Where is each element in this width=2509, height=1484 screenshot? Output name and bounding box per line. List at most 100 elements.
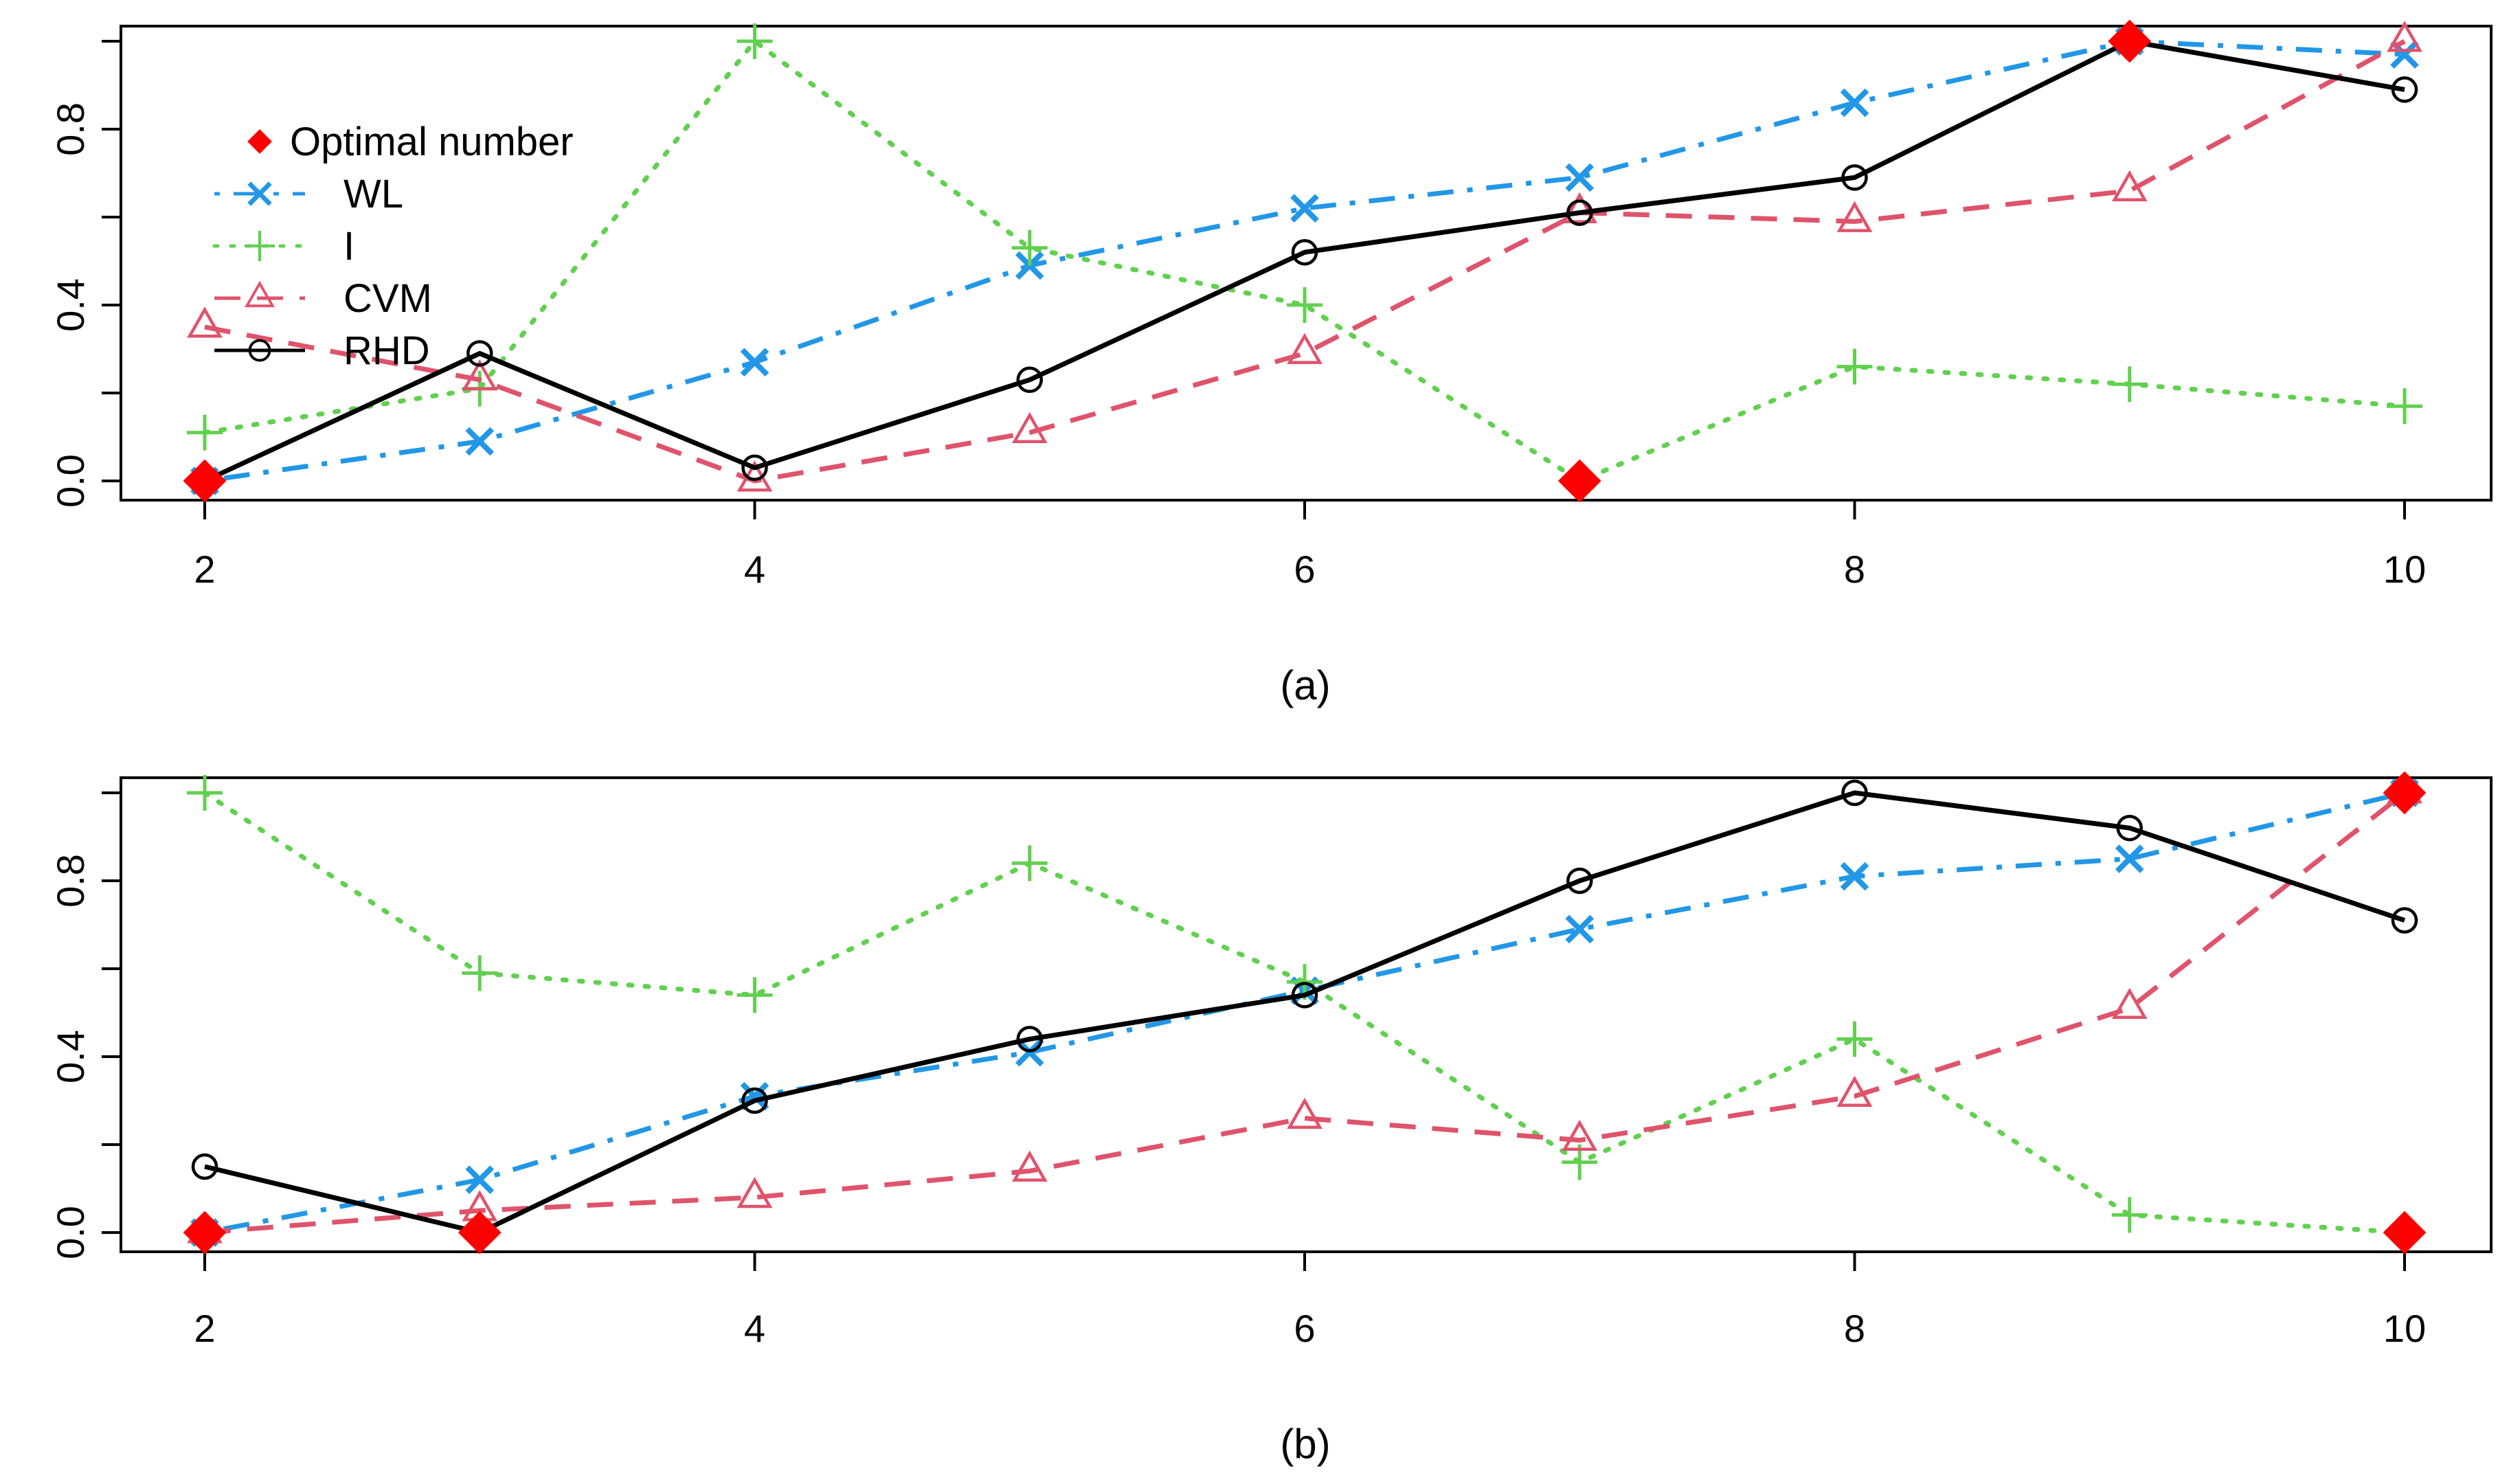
chart-panel-2: 2 4 6 8 10 0.0 0.4 0.8 (b) (49, 771, 2493, 1467)
optimal-point (2383, 1211, 2427, 1255)
data-point-rhd (2391, 907, 2418, 934)
series-line-cvm (204, 791, 2407, 1235)
data-point-cvm (1562, 192, 1598, 224)
series-cvm (187, 772, 2422, 1244)
data-point-i (187, 414, 223, 451)
data-point-i (736, 977, 773, 1013)
y-tick-label: 0.8 (49, 102, 92, 156)
data-point-wl (465, 427, 495, 456)
data-point-cvm (187, 306, 223, 338)
data-point-wl (1840, 88, 1869, 117)
data-point-i (2111, 1197, 2148, 1233)
series-line-cvm (204, 38, 2406, 484)
x-tick-label: 8 (1844, 1307, 1865, 1350)
data-point-i (1287, 287, 1323, 323)
legend-label: Optimal number (290, 120, 574, 164)
data-point-cvm (2387, 21, 2422, 52)
data-point-wl (1565, 914, 1595, 944)
optimal-point (183, 459, 227, 503)
data-point-rhd (741, 454, 768, 482)
data-point-rhd (2391, 76, 2418, 103)
data-point-cvm (2111, 170, 2148, 202)
series-line-wl (204, 790, 2405, 1235)
series-line-wl (204, 38, 2405, 484)
legend-label: I (344, 224, 355, 269)
legend-label: CVM (344, 276, 432, 321)
data-point-wl (1565, 163, 1595, 192)
data-point-rhd (1016, 366, 1043, 394)
data-point-i (1011, 229, 1048, 266)
data-point-wl (1840, 862, 1869, 891)
y-tick-label: 0.8 (49, 854, 92, 908)
optimal-point (1557, 459, 1601, 503)
series-rhd (191, 779, 2418, 1246)
data-point-cvm (1562, 1119, 1598, 1151)
data-point-i (462, 955, 498, 991)
optimal-points (183, 771, 2427, 1255)
data-point-rhd (1566, 867, 1593, 895)
legend-label: WL (344, 172, 403, 216)
data-point-rhd (1016, 1026, 1043, 1053)
data-point-cvm (1836, 1075, 1873, 1108)
series-rhd (191, 27, 2418, 495)
legend-marker (245, 280, 275, 308)
y-tick-label: 0.0 (49, 1206, 92, 1259)
series-line-rhd (204, 790, 2406, 1235)
data-point-cvm (1836, 201, 1873, 232)
legend: Optimal number WL I CVM RHD (212, 120, 574, 373)
data-point-cvm (736, 1176, 773, 1208)
y-tick-label: 0.4 (49, 278, 92, 332)
y-tick-label: 0.0 (49, 454, 92, 508)
data-point-i (187, 775, 223, 811)
data-point-rhd (1291, 982, 1318, 1009)
data-point-i (736, 23, 773, 59)
series-i (187, 775, 2422, 1250)
x-tick-label: 8 (1844, 548, 1865, 591)
data-point-i (1836, 1021, 1873, 1057)
data-point-rhd (1291, 238, 1318, 266)
data-point-rhd (1566, 199, 1593, 226)
x-tick-label: 10 (2383, 1307, 2426, 1350)
legend-marker (244, 230, 275, 262)
series-wl (190, 778, 2419, 1247)
data-point-i (1011, 845, 1048, 881)
data-point-cvm (1011, 412, 1048, 444)
data-point-wl (2115, 844, 2144, 873)
panel-caption: (a) (1280, 662, 1330, 708)
data-point-wl (465, 1165, 495, 1195)
data-point-rhd (2116, 814, 2143, 842)
data-point-rhd (466, 340, 493, 367)
data-point-cvm (1287, 1097, 1323, 1129)
data-point-wl (1290, 194, 1319, 223)
optimal-points (183, 19, 2152, 503)
series-line-i (202, 38, 2407, 484)
x-tick-label: 4 (744, 548, 765, 591)
legend-marker (247, 181, 272, 206)
legend-marker (248, 339, 271, 362)
data-point-wl (740, 348, 769, 377)
optimal-point (458, 1211, 502, 1255)
data-point-rhd (741, 1087, 768, 1114)
optimal-point (183, 1211, 227, 1255)
data-point-cvm (1011, 1150, 1048, 1182)
optimal-point (2108, 19, 2152, 63)
chart-panel-1: 2 4 6 8 10 0.0 0.4 0.8 (a) Optimal number WL I CVM RH… (49, 19, 2493, 708)
data-point-i (2387, 388, 2422, 425)
data-point-rhd (1841, 779, 1868, 807)
legend-marker (247, 129, 272, 154)
y-tick-label: 0.4 (49, 1030, 92, 1083)
data-point-cvm (462, 359, 498, 391)
x-tick-label: 6 (1294, 1307, 1315, 1350)
series-cvm (187, 21, 2422, 492)
x-tick-label: 4 (744, 1307, 765, 1350)
data-point-i (2111, 366, 2148, 403)
panel-caption: (b) (1280, 1421, 1330, 1467)
data-point-rhd (1841, 164, 1868, 191)
legend-label: RHD (344, 328, 430, 373)
data-point-i (1836, 348, 1873, 385)
data-point-cvm (2111, 987, 2148, 1020)
optimal-point (2383, 771, 2427, 815)
data-point-rhd (191, 1153, 218, 1180)
series-line-i (202, 790, 2407, 1235)
